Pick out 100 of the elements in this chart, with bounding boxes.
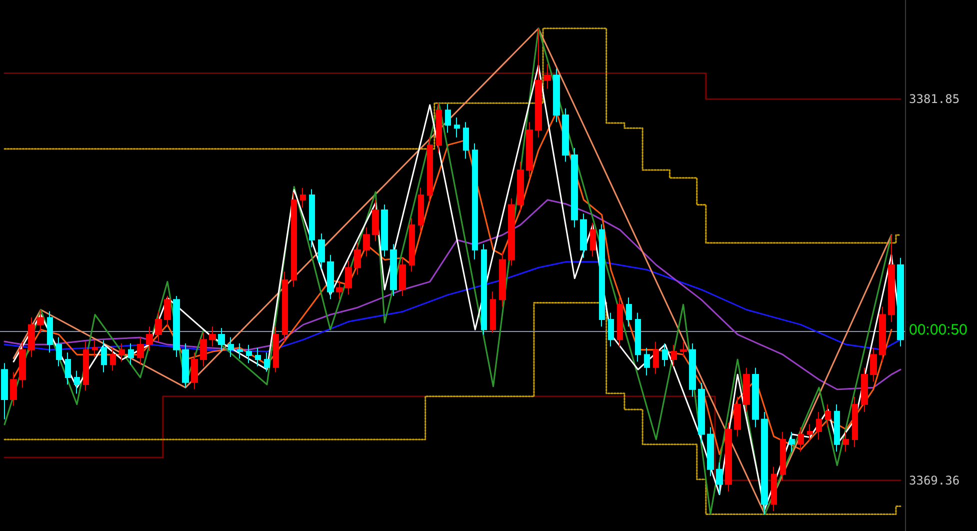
candlestick: [617, 297, 623, 347]
candlestick: [816, 411, 822, 440]
candlestick: [626, 297, 632, 328]
candlestick: [191, 352, 198, 390]
candlestick: [264, 352, 270, 372]
candlestick: [771, 466, 777, 512]
candlestick: [128, 342, 134, 366]
text: 00:00:50: [909, 322, 968, 339]
candlestick: [92, 340, 98, 358]
candlestick: [508, 198, 515, 266]
candlestick: [445, 103, 451, 134]
candlestick: [897, 257, 904, 347]
candlestick: [146, 326, 153, 352]
candlestick: [409, 218, 415, 272]
candlestick: [752, 367, 759, 428]
candlestick: [381, 204, 388, 257]
candlestick: [372, 199, 379, 242]
candlestick: [47, 310, 53, 353]
candlestick: [65, 352, 71, 386]
candlestick: [345, 260, 352, 295]
candlestick: [481, 244, 487, 335]
candlestick: [200, 332, 207, 367]
line-series: [4, 199, 902, 390]
candlestick: [870, 347, 877, 382]
candlestick: [472, 142, 478, 260]
candlestick: [74, 370, 80, 394]
candlestick: [255, 347, 261, 367]
candlestick: [110, 347, 116, 372]
candlestick: [390, 244, 397, 297]
candlestick: [689, 342, 696, 398]
candlestick: [517, 161, 524, 212]
candlestick: [544, 64, 551, 89]
candlestick: [454, 116, 460, 138]
candlestick: [807, 424, 813, 442]
candlestick: [852, 396, 858, 448]
candlestick: [28, 316, 35, 358]
candlestick: [37, 309, 44, 334]
candlestick: [716, 462, 723, 495]
candlestick: [535, 28, 542, 138]
candlestick: [101, 340, 107, 373]
candlestick: [273, 326, 279, 373]
candlestick: [879, 306, 886, 362]
candlestick: [834, 404, 840, 452]
candlestick: [743, 367, 750, 412]
candlestick: [19, 341, 26, 388]
candlestick: [336, 280, 343, 300]
candlestick: [119, 342, 125, 362]
candlestick: [83, 341, 89, 392]
candlestick: [155, 310, 162, 342]
candlestick: [698, 382, 705, 443]
candlestick: [10, 372, 17, 406]
candlestick: [734, 396, 741, 437]
candlestick: [56, 336, 62, 367]
candlestick: [499, 251, 506, 308]
candlestick: [164, 295, 171, 328]
candlestick: [363, 226, 370, 257]
candlestick: [789, 431, 795, 452]
candlestick: [725, 422, 732, 492]
candlestick: [399, 257, 406, 297]
candlestick: [282, 271, 288, 342]
candlestick: [436, 102, 442, 154]
candlestick: [825, 404, 831, 428]
candlestick: [843, 431, 849, 452]
candlestick: [798, 426, 804, 452]
candlestick: [571, 148, 578, 228]
candlestick: [209, 326, 216, 347]
candlestick: [218, 328, 225, 352]
candlestick: [490, 290, 496, 334]
candlestick: [635, 312, 641, 362]
candlestick: [780, 431, 786, 482]
candlestick: [137, 336, 144, 366]
candlestick: [182, 342, 189, 388]
candlestick: [1, 362, 8, 420]
candlestick: [671, 344, 677, 367]
candlestick: [228, 336, 234, 358]
candlestick: [318, 232, 325, 270]
candlestick: [761, 411, 768, 515]
candlestick: [463, 122, 469, 160]
candlestick: [662, 342, 668, 367]
candlestick: [327, 254, 334, 300]
candlestick: [562, 108, 569, 162]
candlestick: [553, 68, 560, 123]
candlestick: [418, 187, 424, 232]
candlestick: [246, 344, 252, 364]
candlestick: [237, 342, 243, 360]
candlestick: [861, 367, 868, 412]
candlestick: [526, 122, 533, 178]
candlestick: [608, 312, 614, 347]
candlestick: [644, 347, 650, 376]
candlestick: [354, 242, 361, 276]
candlestick: [888, 234, 895, 322]
candlestick: [427, 136, 433, 202]
line-series: [4, 261, 902, 352]
candlestick: [707, 426, 714, 477]
candlestick: [653, 341, 659, 374]
candlestick: [291, 192, 297, 288]
candlestick: [309, 188, 315, 248]
y-tick-label: 3369.36: [909, 473, 960, 488]
candlestick: [173, 296, 180, 358]
candlestick: [590, 222, 596, 257]
